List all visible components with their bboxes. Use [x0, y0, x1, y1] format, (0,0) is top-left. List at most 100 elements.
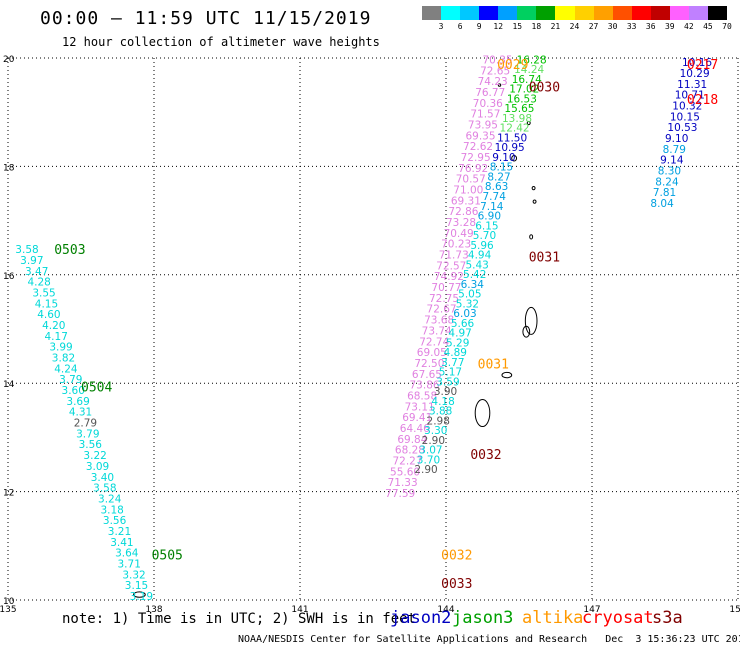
swh-value-label: 6.34: [461, 279, 485, 291]
color-scale-label: 42: [684, 22, 694, 31]
legend-item-cryosat: cryosat: [582, 608, 654, 628]
swh-value-label: 5.32: [456, 298, 479, 310]
swh-value-label: 3.09: [86, 461, 109, 473]
swh-value-label: 10.16: [682, 57, 712, 69]
lon-tick-label: 150: [729, 605, 740, 615]
swh-value-label: 70.36: [473, 98, 503, 110]
color-swatch-10: [612, 6, 632, 20]
swh-value-label: 55.60: [390, 466, 420, 478]
swh-value-label: 68.58: [407, 390, 437, 402]
swh-value-label: 73.74: [422, 325, 452, 337]
swh-value-label: 72.75: [429, 293, 459, 305]
color-scale-label: 15: [512, 22, 523, 31]
swh-value-label: 73.28: [446, 217, 476, 229]
swh-value-label: 3.71: [118, 558, 141, 570]
swh-value-label: 3.59: [436, 376, 459, 388]
swh-value-label: 5.17: [439, 367, 462, 379]
color-scale-label: 18: [531, 22, 542, 31]
swh-value-label: 3.58: [15, 244, 38, 256]
island-outline: [133, 591, 146, 598]
pass-label: 0217: [687, 58, 718, 73]
color-scale-label: 45: [703, 22, 713, 31]
color-swatch-0: [422, 6, 442, 20]
swh-value-label: 3.79: [59, 374, 82, 386]
swh-value-label: 72.95: [461, 152, 491, 164]
swh-value-label: 15.65: [504, 103, 534, 115]
swh-value-label: 3.22: [83, 450, 106, 462]
color-scale-label: 3: [438, 22, 444, 31]
swh-value-label: 5.66: [451, 318, 475, 330]
swh-value-label: 8.30: [658, 166, 681, 178]
footer-credit: NOAA/NESDIS Center for Satellite Applica…: [238, 634, 740, 645]
swh-value-label: 72.74: [419, 336, 449, 348]
swh-value-label: 74.23: [478, 76, 508, 88]
island-outline: [511, 155, 518, 162]
swh-value-label: 16.53: [507, 93, 537, 105]
swh-value-label: 9.10: [492, 152, 515, 164]
page-title: 00:00 – 11:59 UTC 11/15/2019: [40, 8, 372, 29]
swh-value-label: 10.15: [670, 111, 700, 123]
lat-tick-label: 10: [3, 597, 15, 607]
lon-tick-label: 147: [583, 605, 600, 615]
lat-tick-label: 16: [3, 272, 15, 282]
color-scale-label: 33: [626, 22, 637, 31]
swh-value-label: 69.31: [451, 195, 481, 207]
swh-value-label: 6.90: [478, 211, 501, 223]
swh-value-label: 10.32: [672, 100, 702, 112]
swh-value-label: 3.55: [32, 287, 55, 299]
swh-value-label: 7.81: [653, 187, 676, 199]
swh-value-label: 8.15: [490, 162, 513, 174]
swh-value-label: 64.46: [400, 423, 430, 435]
swh-value-label: 3.60: [62, 385, 85, 397]
color-swatch-2: [460, 6, 480, 20]
color-scale-label: 21: [550, 22, 561, 31]
color-scale-label: 6: [457, 22, 463, 31]
lon-tick-label: 135: [0, 605, 17, 615]
swh-value-label: 70.77: [431, 282, 461, 294]
swh-value-label: 4.24: [54, 363, 78, 375]
swh-value-label: 73.11: [405, 401, 435, 413]
swh-value-label: 4.28: [27, 277, 50, 289]
swh-value-label: 69.05: [417, 347, 447, 359]
lon-tick-label: 138: [145, 605, 162, 615]
pass-label: 0032: [441, 548, 472, 563]
swh-value-label: 16.28: [517, 54, 547, 66]
swh-value-label: 3.19: [130, 591, 153, 603]
swh-value-label: 4.31: [69, 407, 92, 419]
swh-value-label: 3.30: [424, 425, 447, 437]
color-scale-label: 24: [569, 22, 580, 31]
island-outline: [501, 371, 513, 379]
swh-value-label: 8.24: [655, 176, 679, 188]
lat-tick-label: 18: [3, 163, 15, 173]
swh-value-label: 68.28: [395, 445, 425, 457]
island-outline: [522, 325, 531, 338]
swh-value-label: 8.79: [663, 144, 686, 156]
swh-value-label: 3.58: [93, 483, 116, 495]
swh-value-label: 77.59: [385, 488, 415, 500]
swh-value-label: 3.69: [66, 396, 89, 408]
color-swatch-9: [593, 6, 613, 20]
pass-label: 0503: [54, 243, 85, 258]
swh-value-label: 72.65: [480, 65, 510, 77]
swh-value-label: 4.15: [35, 298, 58, 310]
swh-value-label: 7.74: [483, 191, 507, 203]
color-swatch-6: [536, 6, 556, 20]
swh-value-label: 4.94: [468, 250, 492, 262]
swh-value-label: 8.63: [485, 181, 508, 193]
swh-value-label: 8.04: [650, 198, 674, 210]
swh-value-label: 4.17: [45, 331, 68, 343]
color-swatch-3: [479, 6, 499, 20]
swh-value-label: 7.14: [480, 201, 504, 213]
island-outline: [531, 185, 536, 191]
swh-value-label: 70.35: [483, 54, 513, 66]
swh-value-label: 9.10: [665, 133, 688, 145]
color-scale-label: 27: [588, 22, 599, 31]
swh-value-label: 67.65: [412, 369, 442, 381]
color-swatch-12: [650, 6, 670, 20]
swh-value-label: 4.97: [448, 328, 471, 340]
swh-value-label: 69.41: [402, 412, 432, 424]
lat-tick-label: 20: [3, 55, 15, 65]
swh-value-label: 69.84: [397, 434, 427, 446]
swh-value-label: 11.31: [677, 79, 707, 91]
